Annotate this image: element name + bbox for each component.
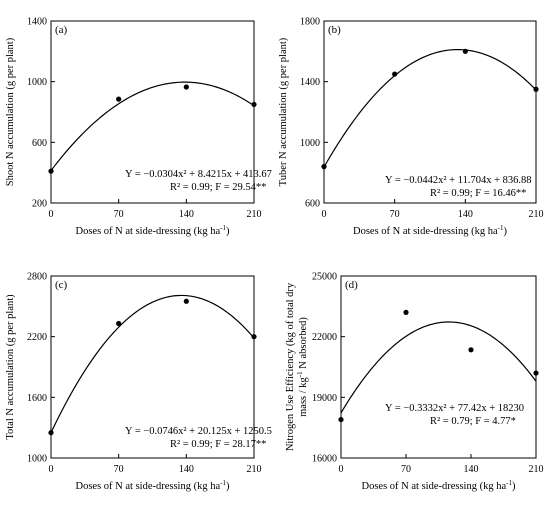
plot-frame xyxy=(50,20,255,204)
data-point xyxy=(321,164,327,170)
data-point xyxy=(533,370,539,376)
x-tick-label: 70 xyxy=(114,464,124,475)
y-tick-label: 1400 xyxy=(27,17,47,28)
plot-frame xyxy=(323,20,537,204)
x-tick-label: 70 xyxy=(401,464,411,475)
y-tick-label: 16000 xyxy=(312,454,337,465)
y-tick-label: 1000 xyxy=(300,138,320,149)
x-tick-label: 140 xyxy=(179,209,194,220)
y-tick-label: 600 xyxy=(305,199,320,210)
y-tick-label: 1000 xyxy=(27,77,47,88)
regression-equation: Y = −0.0304x² + 8.4215x + 413.67 xyxy=(125,169,272,180)
panel-label: (a) xyxy=(55,24,68,36)
x-tick-label: 210 xyxy=(247,464,262,475)
x-axis-label: Doses of N at side-dressing (kg ha-1) xyxy=(76,479,230,492)
chart-panel-3: (c) 0 70 140 210 1000 1600 2200 2800 Doses of N a… xyxy=(5,272,272,493)
fit-curve xyxy=(340,321,537,414)
x-axis-label: Doses of N at side-dressing (kg ha-1) xyxy=(76,224,230,237)
regression-stats: R² = 0.99; F = 16.46** xyxy=(430,188,526,199)
x-tick-label: 210 xyxy=(529,209,544,220)
y-tick-label: 600 xyxy=(32,138,47,149)
panel-label: (b) xyxy=(328,24,341,36)
plot-frame xyxy=(50,275,255,459)
fit-curve xyxy=(50,294,255,433)
x-tick-label: 0 xyxy=(49,209,54,220)
plot-frame xyxy=(340,275,537,459)
panel-label: (d) xyxy=(345,279,358,291)
x-tick-label: 210 xyxy=(247,209,262,220)
x-tick-label: 0 xyxy=(339,464,344,475)
data-point xyxy=(338,416,344,423)
data-point xyxy=(462,48,468,54)
y-tick-label: 1400 xyxy=(300,77,320,88)
y-tick-label: 25000 xyxy=(312,272,337,283)
y-tick-label: 1000 xyxy=(27,454,47,465)
regression-stats: R² = 0.99; F = 28.17** xyxy=(170,439,266,450)
data-point xyxy=(468,347,474,353)
y-axis-label: Shoot N accumulation (g per plant) xyxy=(5,37,16,186)
data-point xyxy=(251,101,257,108)
x-tick-label: 140 xyxy=(179,464,194,475)
data-point xyxy=(48,430,54,436)
data-point xyxy=(403,309,409,315)
data-point xyxy=(116,96,122,102)
data-point xyxy=(116,320,122,327)
chart-panel-1: (a) 0 70 140 210 200 600 1000 1400 Doses of N at … xyxy=(5,17,272,238)
data-point xyxy=(251,334,257,340)
y-tick-label: 2200 xyxy=(27,332,47,343)
data-point xyxy=(533,86,539,92)
x-tick-label: 140 xyxy=(458,209,473,220)
fit-curve xyxy=(323,48,537,168)
chart-panel-2: (b) 0 70 140 210 600 1000 1400 1800 Doses of N at… xyxy=(278,17,544,238)
y-axis-label-line2: mass / kg-1 N absorbed) xyxy=(296,317,309,417)
fit-curve xyxy=(50,81,255,171)
x-tick-label: 0 xyxy=(322,209,327,220)
x-tick-label: 70 xyxy=(390,209,400,220)
chart-panel-4: (d) 0 70 140 210 16000 19000 22000 25000 Doses of… xyxy=(285,272,544,493)
regression-stats: R² = 0.79; F = 4.77* xyxy=(430,416,516,427)
regression-stats: R² = 0.99; F = 29.54** xyxy=(170,182,266,193)
data-point xyxy=(183,298,189,304)
x-axis-label: Doses of N at side-dressing (kg ha-1) xyxy=(353,224,507,237)
regression-equation: Y = −0.0746x² + 20.125x + 1250.5 xyxy=(125,426,272,437)
x-axis-label: Doses of N at side-dressing (kg ha-1) xyxy=(362,479,516,492)
y-tick-label: 19000 xyxy=(312,393,337,404)
y-axis-label: Tuber N accumulation (g per plant) xyxy=(278,37,289,186)
data-point xyxy=(183,84,189,90)
data-point xyxy=(48,168,54,174)
panel-label: (c) xyxy=(55,279,68,291)
y-tick-label: 2800 xyxy=(27,272,47,283)
x-tick-label: 140 xyxy=(464,464,479,475)
y-axis-label: Total N accumulation (g per plant) xyxy=(5,294,16,440)
y-tick-label: 22000 xyxy=(312,332,337,343)
data-point xyxy=(392,71,398,77)
y-tick-label: 1600 xyxy=(27,393,47,404)
y-tick-label: 1800 xyxy=(300,17,320,28)
x-tick-label: 70 xyxy=(114,209,124,220)
y-axis-label: Nitrogen Use Efficiency (kg of total dry xyxy=(285,282,296,451)
regression-equation: Y = −0.3332x² + 77.42x + 18230 xyxy=(385,403,524,414)
y-tick-label: 200 xyxy=(32,199,47,210)
regression-equation: Y = −0.0442x² + 11.704x + 836.88 xyxy=(385,175,532,186)
x-tick-label: 0 xyxy=(49,464,54,475)
x-tick-label: 210 xyxy=(529,464,544,475)
